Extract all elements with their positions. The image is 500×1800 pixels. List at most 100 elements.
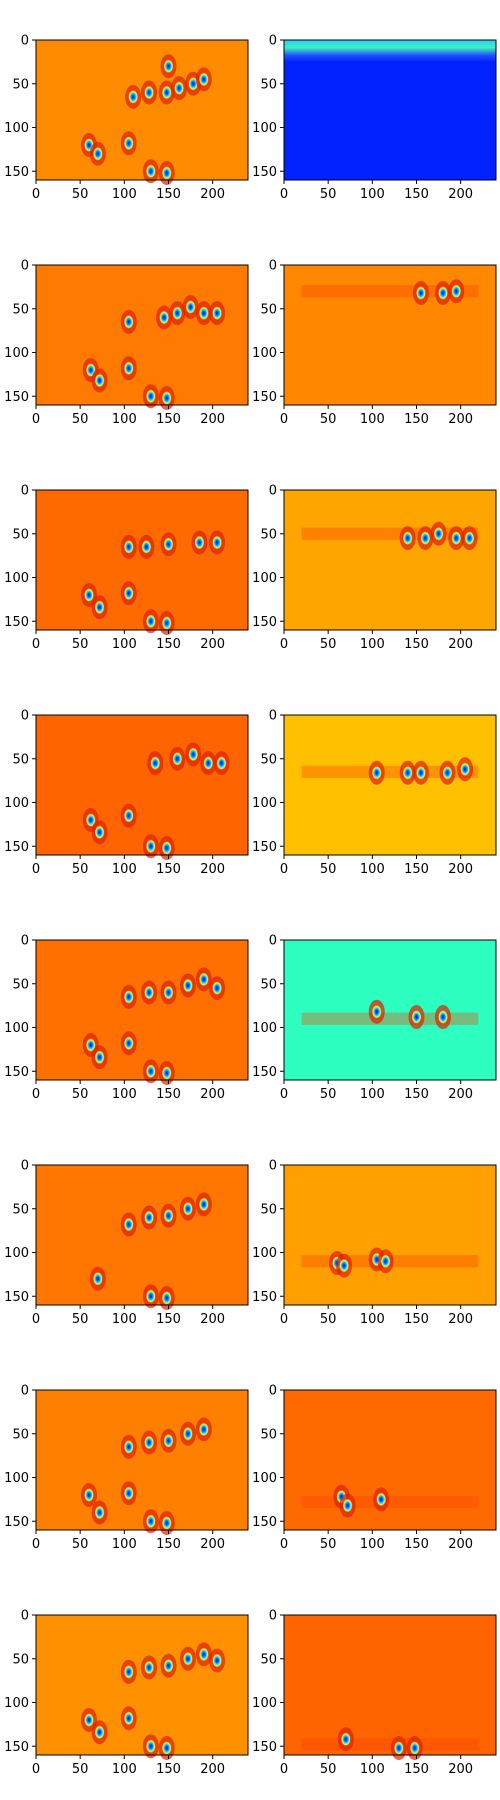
x-tick-label: 100 bbox=[112, 1312, 137, 1327]
activation-band bbox=[301, 285, 479, 298]
activation-blob bbox=[123, 1486, 134, 1501]
activation-blob bbox=[145, 1514, 156, 1529]
activation-blob bbox=[182, 1651, 193, 1666]
heatmap-field bbox=[36, 1165, 248, 1305]
y-tick-label: 50 bbox=[12, 77, 29, 92]
x-tick-label: 0 bbox=[32, 187, 40, 202]
x-tick-label: 50 bbox=[320, 1087, 337, 1102]
activation-blob bbox=[145, 839, 156, 854]
x-tick-label: 150 bbox=[404, 412, 429, 427]
activation-blob bbox=[85, 813, 96, 827]
activation-blob bbox=[161, 1066, 172, 1080]
y-tick-label: 100 bbox=[252, 1246, 277, 1261]
activation-blob bbox=[123, 586, 134, 601]
x-tick-label: 200 bbox=[448, 1312, 473, 1327]
activation-blob bbox=[172, 306, 183, 321]
activation-blob bbox=[123, 1711, 134, 1726]
x-tick-label: 200 bbox=[200, 1087, 225, 1102]
heatmap-panel-r4c1: 0 50 100 150 200 0 50 100 150 bbox=[4, 709, 249, 877]
activation-blob bbox=[123, 314, 134, 329]
x-tick-label: 100 bbox=[360, 1537, 385, 1552]
activation-blob bbox=[393, 1741, 404, 1755]
activation-blob bbox=[433, 526, 444, 541]
y-tick-label: 150 bbox=[4, 1515, 29, 1530]
activation-blob bbox=[415, 286, 426, 300]
heatmap-field bbox=[284, 1165, 496, 1305]
activation-blob bbox=[376, 1492, 387, 1507]
x-tick-label: 200 bbox=[448, 1537, 473, 1552]
y-tick-label: 0 bbox=[21, 709, 29, 724]
activation-blob bbox=[123, 539, 134, 554]
x-tick-label: 0 bbox=[32, 1087, 40, 1102]
x-tick-label: 0 bbox=[32, 862, 40, 877]
y-tick-label: 100 bbox=[4, 121, 29, 136]
activation-blob bbox=[141, 539, 152, 554]
activation-blob bbox=[94, 373, 105, 388]
activation-blob bbox=[145, 1064, 156, 1079]
y-tick-label: 50 bbox=[260, 752, 277, 767]
axes-frame bbox=[283, 939, 497, 1081]
x-tick-label: 0 bbox=[280, 862, 288, 877]
y-tick-label: 0 bbox=[269, 1384, 277, 1399]
activation-blob bbox=[144, 1435, 155, 1450]
x-tick-label: 0 bbox=[32, 1762, 40, 1777]
y-tick-label: 0 bbox=[21, 1159, 29, 1174]
axes-frame bbox=[35, 1389, 249, 1531]
activation-blob bbox=[144, 85, 155, 100]
x-tick-label: 100 bbox=[360, 637, 385, 652]
activation-blob bbox=[92, 146, 103, 161]
x-tick-label: 150 bbox=[404, 1087, 429, 1102]
activation-blob bbox=[144, 1660, 155, 1675]
x-tick-label: 0 bbox=[32, 1537, 40, 1552]
activation-blob bbox=[94, 1725, 105, 1740]
activation-blob bbox=[92, 1271, 103, 1286]
heatmap-field bbox=[36, 1615, 248, 1755]
activation-blob bbox=[123, 1217, 134, 1232]
activation-blob bbox=[163, 1433, 174, 1448]
activation-blob bbox=[411, 1010, 422, 1024]
y-tick-label: 50 bbox=[260, 527, 277, 542]
activation-blob bbox=[161, 1291, 172, 1305]
y-tick-label: 0 bbox=[21, 934, 29, 949]
x-tick-label: 0 bbox=[280, 1312, 288, 1327]
heatmap-field bbox=[284, 1615, 496, 1755]
activation-blob bbox=[342, 1498, 353, 1513]
x-tick-label: 100 bbox=[360, 412, 385, 427]
activation-blob bbox=[402, 765, 413, 780]
heatmap-panel-r1c1: 0 50 100 150 200 0 50 100 150 bbox=[4, 34, 249, 202]
y-tick-label: 0 bbox=[21, 259, 29, 274]
activation-blob bbox=[212, 981, 223, 996]
axes-frame bbox=[35, 489, 249, 631]
y-tick-label: 150 bbox=[252, 1515, 277, 1530]
activation-blob bbox=[145, 389, 156, 404]
activation-blob bbox=[182, 1201, 193, 1216]
heatmap-panel-r2c2: 0 50 100 150 200 0 50 100 150 bbox=[252, 259, 497, 427]
x-tick-label: 150 bbox=[156, 1537, 181, 1552]
activation-blob bbox=[161, 1516, 172, 1530]
y-tick-label: 100 bbox=[252, 796, 277, 811]
y-tick-label: 50 bbox=[12, 1427, 29, 1442]
x-tick-label: 50 bbox=[72, 862, 89, 877]
y-tick-label: 50 bbox=[260, 1427, 277, 1442]
activation-blob bbox=[163, 985, 174, 1000]
heatmap-field bbox=[36, 715, 248, 855]
x-tick-label: 50 bbox=[72, 637, 89, 652]
activation-blob bbox=[145, 1289, 156, 1304]
x-tick-label: 150 bbox=[404, 637, 429, 652]
activation-blob bbox=[216, 756, 227, 771]
activation-blob bbox=[198, 1197, 209, 1212]
x-tick-label: 100 bbox=[112, 1537, 137, 1552]
activation-blob bbox=[85, 1038, 96, 1052]
heatmap-panel-r8c2: 0 50 100 150 200 0 50 100 150 bbox=[252, 1609, 497, 1777]
x-tick-label: 100 bbox=[112, 1762, 137, 1777]
heatmap-panel-r2c1: 0 50 100 150 200 0 50 100 150 bbox=[4, 259, 249, 427]
activation-blob bbox=[128, 89, 139, 104]
y-tick-label: 150 bbox=[252, 1740, 277, 1755]
heatmap-field bbox=[36, 940, 248, 1080]
y-tick-label: 100 bbox=[4, 1696, 29, 1711]
y-tick-label: 100 bbox=[252, 1021, 277, 1036]
activation-blob bbox=[212, 1653, 223, 1668]
axes-frame bbox=[283, 1389, 497, 1531]
activation-blob bbox=[144, 985, 155, 1000]
activation-blob bbox=[198, 306, 209, 321]
